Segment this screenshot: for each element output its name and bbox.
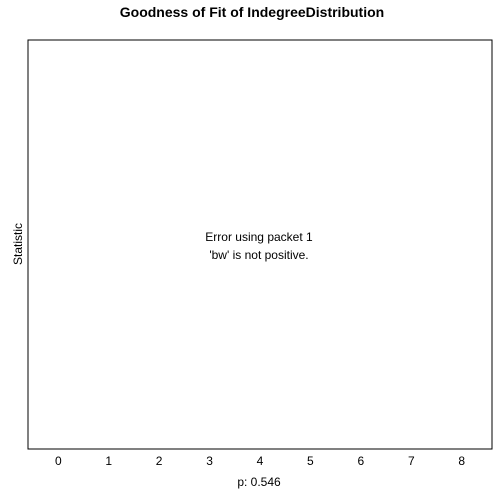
x-tick-label: 2 bbox=[156, 454, 163, 468]
x-axis-label: p: 0.546 bbox=[237, 475, 281, 489]
y-axis-label: Statistic bbox=[11, 223, 25, 265]
x-tick-label: 5 bbox=[307, 454, 314, 468]
plot-panel bbox=[27, 39, 493, 450]
x-tick-label: 6 bbox=[358, 454, 365, 468]
x-tick-label: 0 bbox=[55, 454, 62, 468]
error-message-line-2: 'bw' is not positive. bbox=[209, 248, 308, 262]
x-tick-label: 3 bbox=[206, 454, 213, 468]
x-axis-ticks: 0 1 2 3 4 5 6 7 8 bbox=[55, 454, 465, 468]
chart-title: Goodness of Fit of IndegreeDistribution bbox=[120, 4, 384, 20]
x-tick-label: 1 bbox=[105, 454, 112, 468]
x-tick-label: 8 bbox=[458, 454, 465, 468]
x-tick-label: 7 bbox=[408, 454, 415, 468]
error-message-line-1: Error using packet 1 bbox=[205, 230, 313, 244]
x-tick-label: 4 bbox=[257, 454, 264, 468]
